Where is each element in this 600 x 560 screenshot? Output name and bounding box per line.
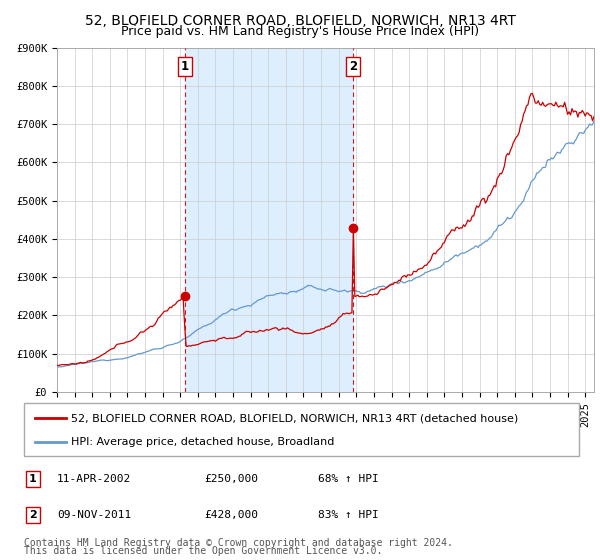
Text: 52, BLOFIELD CORNER ROAD, BLOFIELD, NORWICH, NR13 4RT: 52, BLOFIELD CORNER ROAD, BLOFIELD, NORW… xyxy=(85,14,515,28)
Text: 11-APR-2002: 11-APR-2002 xyxy=(57,474,131,484)
Text: Price paid vs. HM Land Registry's House Price Index (HPI): Price paid vs. HM Land Registry's House … xyxy=(121,25,479,38)
Text: Contains HM Land Registry data © Crown copyright and database right 2024.: Contains HM Land Registry data © Crown c… xyxy=(24,538,453,548)
Text: £250,000: £250,000 xyxy=(204,474,258,484)
Text: 1: 1 xyxy=(29,474,37,484)
Text: 09-NOV-2011: 09-NOV-2011 xyxy=(57,510,131,520)
Text: HPI: Average price, detached house, Broadland: HPI: Average price, detached house, Broa… xyxy=(71,436,335,446)
Text: 2: 2 xyxy=(349,60,358,73)
Text: 2: 2 xyxy=(29,510,37,520)
Text: This data is licensed under the Open Government Licence v3.0.: This data is licensed under the Open Gov… xyxy=(24,546,382,556)
Text: 68% ↑ HPI: 68% ↑ HPI xyxy=(318,474,379,484)
Text: £428,000: £428,000 xyxy=(204,510,258,520)
Text: 52, BLOFIELD CORNER ROAD, BLOFIELD, NORWICH, NR13 4RT (detached house): 52, BLOFIELD CORNER ROAD, BLOFIELD, NORW… xyxy=(71,413,518,423)
Text: 83% ↑ HPI: 83% ↑ HPI xyxy=(318,510,379,520)
Text: 1: 1 xyxy=(181,60,189,73)
Bar xyxy=(185,48,353,392)
FancyBboxPatch shape xyxy=(24,403,579,456)
